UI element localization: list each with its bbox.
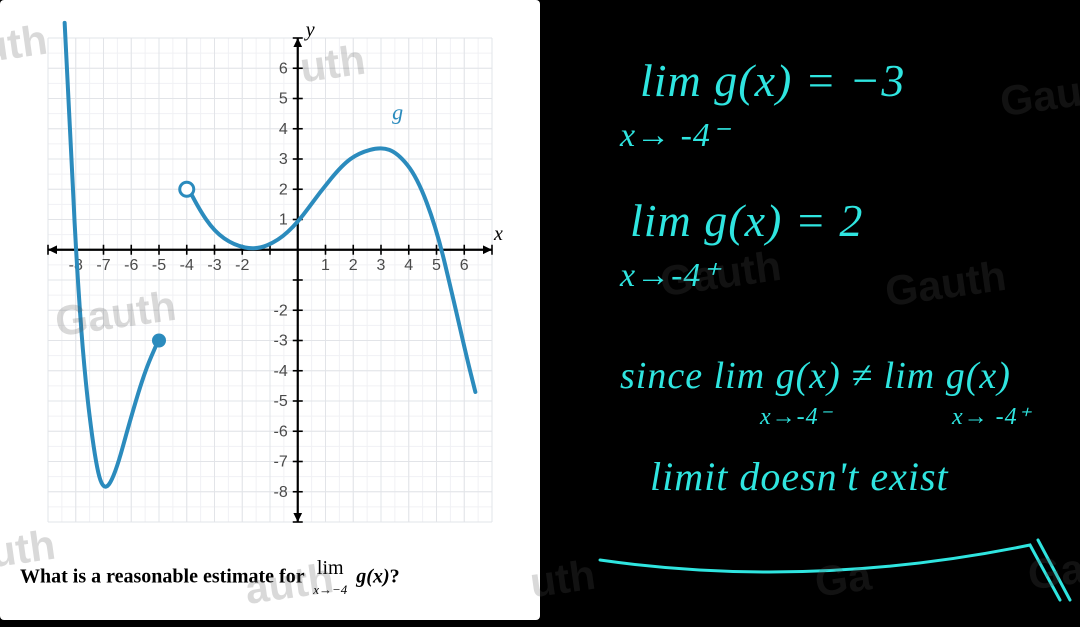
- graph-container: -8-7-6-5-4-3-2123456654321-2-3-4-5-6-7-8…: [30, 20, 510, 540]
- svg-text:1: 1: [279, 212, 288, 229]
- svg-text:-4: -4: [180, 257, 194, 274]
- svg-text:-2: -2: [274, 302, 288, 319]
- svg-text:-5: -5: [152, 257, 166, 274]
- svg-text:2: 2: [349, 257, 358, 274]
- svg-text:3: 3: [377, 257, 386, 274]
- svg-text:-4: -4: [274, 363, 288, 380]
- svg-text:lim g(x) = 2: lim g(x) = 2: [630, 195, 863, 246]
- svg-text:x→-4⁻: x→-4⁻: [759, 404, 834, 430]
- svg-text:5: 5: [432, 257, 441, 274]
- lim-word: lim: [317, 557, 344, 579]
- limit-notation: lim x→−4: [309, 558, 351, 598]
- question-prefix: What is a reasonable estimate for: [20, 566, 309, 588]
- svg-text:4: 4: [279, 121, 288, 138]
- svg-text:2: 2: [279, 181, 288, 198]
- handwriting-svg: lim g(x) = −3 x→ -4⁻ lim g(x) = 2 x→-4⁺ sinc…: [560, 0, 1080, 627]
- svg-text:x: x: [493, 223, 503, 245]
- lim-sub: x→−4: [313, 582, 347, 597]
- question-suffix: ?: [390, 566, 400, 588]
- svg-text:3: 3: [279, 151, 288, 168]
- function-graph: -8-7-6-5-4-3-2123456654321-2-3-4-5-6-7-8…: [30, 20, 510, 540]
- svg-text:4: 4: [404, 257, 413, 274]
- svg-text:-6: -6: [124, 257, 138, 274]
- svg-text:g: g: [392, 100, 403, 125]
- svg-text:-3: -3: [274, 333, 288, 350]
- svg-text:-7: -7: [274, 454, 288, 471]
- svg-text:-2: -2: [235, 257, 249, 274]
- question-panel: -8-7-6-5-4-3-2123456654321-2-3-4-5-6-7-8…: [0, 0, 540, 620]
- svg-text:1: 1: [321, 257, 330, 274]
- g-of-x: g(x): [356, 566, 389, 588]
- svg-text:limit doesn't exist: limit doesn't exist: [650, 454, 949, 499]
- svg-text:x→-4⁺: x→-4⁺: [619, 257, 722, 294]
- svg-text:y: y: [304, 20, 315, 41]
- svg-text:since lim g(x) ≠ lim g(x): since lim g(x) ≠ lim g(x): [620, 355, 1011, 397]
- svg-text:6: 6: [279, 60, 288, 77]
- svg-text:-6: -6: [274, 423, 288, 440]
- svg-text:-8: -8: [274, 484, 288, 501]
- svg-text:lim g(x) = −3: lim g(x) = −3: [640, 55, 905, 106]
- svg-text:x→ -4⁻: x→ -4⁻: [619, 117, 732, 154]
- question-text: What is a reasonable estimate for lim x→…: [20, 558, 520, 598]
- handwriting-panel: lim g(x) = −3 x→ -4⁻ lim g(x) = 2 x→-4⁺ sinc…: [560, 0, 1080, 627]
- svg-text:x→ -4⁺: x→ -4⁺: [951, 404, 1033, 430]
- svg-text:6: 6: [460, 257, 469, 274]
- stage: -8-7-6-5-4-3-2123456654321-2-3-4-5-6-7-8…: [0, 0, 1080, 627]
- svg-text:5: 5: [279, 91, 288, 108]
- svg-text:-3: -3: [207, 257, 221, 274]
- svg-text:-7: -7: [96, 257, 110, 274]
- svg-text:-5: -5: [274, 393, 288, 410]
